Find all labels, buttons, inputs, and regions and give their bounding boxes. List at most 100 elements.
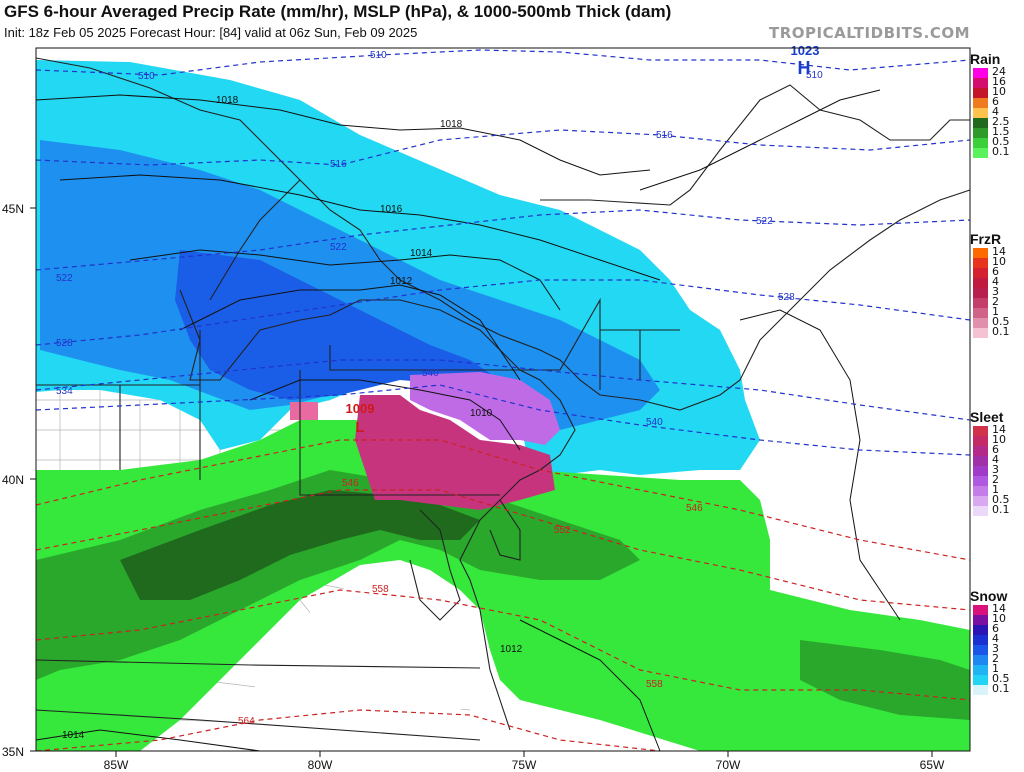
- legend-swatch: [973, 108, 988, 118]
- low-pressure-value: 1009: [346, 401, 375, 416]
- thickness-label: 522: [756, 216, 773, 227]
- legend-swatch: [973, 446, 988, 456]
- thickness-label: 540: [646, 417, 663, 428]
- legend-label: 24: [992, 65, 1006, 78]
- thickness-warm-lines: [35, 439, 971, 752]
- legend-swatch: [973, 645, 988, 655]
- legend-row: 0.5: [970, 315, 1024, 328]
- legend-label: 3: [992, 463, 999, 476]
- thickness-warm-labels: 546 546 552 558 558 564: [238, 478, 703, 727]
- freezing-rain-area: [355, 395, 555, 510]
- legend-swatch: [973, 685, 988, 695]
- legend-label: 14: [992, 423, 1006, 436]
- site-watermark: TROPICALTIDBITS.COM: [769, 24, 970, 42]
- legend-label: 16: [992, 75, 1006, 88]
- thickness-label: 546: [342, 478, 359, 489]
- legend-label: 0.1: [992, 682, 1010, 695]
- legend-label: 10: [992, 612, 1006, 625]
- legend-swatch: [973, 605, 988, 615]
- legend-swatch: [973, 258, 988, 268]
- sleet-area: [410, 372, 560, 445]
- legend-swatch: [973, 278, 988, 288]
- legend-label: 0.1: [992, 503, 1010, 516]
- legend-swatch: [973, 655, 988, 665]
- thickness-label: 534: [56, 386, 73, 397]
- legend-label: 0.5: [992, 493, 1010, 506]
- legend-label: 3: [992, 285, 999, 298]
- legend-title: Sleet: [970, 409, 1004, 425]
- isobar-label: 1012: [500, 644, 523, 655]
- legend-swatch: [973, 436, 988, 446]
- legend-snow: Snow 14 10 6 4 3 2 1 0.5 0.1: [970, 587, 1024, 695]
- thickness-label: 510: [370, 50, 387, 61]
- thickness-label: 540: [422, 368, 439, 379]
- legend-row: 10: [970, 256, 1024, 268]
- thickness-label: 558: [372, 584, 389, 595]
- legend-row: 0.1: [970, 146, 1024, 158]
- thickness-label: 528: [56, 338, 73, 349]
- legend-swatch: [973, 486, 988, 496]
- legend-label: 4: [992, 275, 999, 288]
- legend-swatch: [973, 68, 988, 78]
- legend-row: 14: [970, 423, 1024, 436]
- legend-row: 24: [970, 65, 1024, 78]
- lat-label-40n: 40N: [2, 473, 24, 487]
- thickness-label: 522: [330, 242, 347, 253]
- legend-row: 4: [970, 105, 1024, 118]
- legend-label: 6: [992, 265, 999, 278]
- legend-row: 4: [970, 454, 1024, 466]
- legend-row: 0.5: [970, 136, 1024, 148]
- legend-label: 2: [992, 652, 999, 665]
- legend-row: 2: [970, 296, 1024, 308]
- legend-row: 10: [970, 433, 1024, 446]
- lat-label-45n: 45N: [2, 202, 24, 216]
- legend-swatch: [973, 328, 988, 338]
- legend-swatch: [973, 456, 988, 466]
- legend-row: 6: [970, 623, 1024, 635]
- isobar-label: 1010: [470, 408, 493, 419]
- legend-row: 1: [970, 484, 1024, 496]
- map-frame: [35, 47, 971, 752]
- rain-area-dark: [120, 490, 480, 600]
- isobar-label: 1014: [62, 730, 85, 741]
- thickness-label: 558: [646, 679, 663, 690]
- legend-swatch: [973, 318, 988, 328]
- legend-swatch: [973, 248, 988, 258]
- legend-swatch: [973, 615, 988, 625]
- legend-row: 16: [970, 75, 1024, 88]
- legend-row: 0.1: [970, 503, 1024, 516]
- legend-swatch: [973, 98, 988, 108]
- legend-row: 3: [970, 463, 1024, 476]
- legend-row: 4: [970, 633, 1024, 645]
- legend-label: 4: [992, 105, 999, 118]
- legend-swatch: [973, 88, 988, 98]
- legend-label: 1: [992, 662, 999, 675]
- no-precip-area: [200, 570, 480, 751]
- thickness-label: 546: [686, 503, 703, 514]
- legend-swatch: [973, 466, 988, 476]
- lon-label-85w: 85W: [104, 758, 129, 772]
- legend-swatch: [973, 268, 988, 278]
- legend-label: 14: [992, 245, 1006, 258]
- legend-swatch: [973, 675, 988, 685]
- legend-row: 0.1: [970, 682, 1024, 695]
- legend-row: 1: [970, 305, 1024, 318]
- lon-label-75w: 75W: [512, 758, 537, 772]
- legend-label: 1: [992, 305, 999, 318]
- thickness-label: 510: [806, 70, 823, 81]
- isobar-label: 1014: [410, 248, 433, 259]
- thickness-cold-lines: [35, 49, 971, 456]
- thickness-label: 510: [138, 71, 155, 82]
- legend-swatch: [973, 625, 988, 635]
- legend-label: 2: [992, 473, 999, 486]
- legend-sleet: Sleet 14 10 6 4 3 2 1 0.5 0.1: [970, 408, 1024, 516]
- legend-row: 2.5: [970, 116, 1024, 128]
- lon-label-65w: 65W: [920, 758, 945, 772]
- legend-swatch: [973, 138, 988, 148]
- legend-row: 3: [970, 643, 1024, 655]
- legend-row: 1.5: [970, 126, 1024, 138]
- legend-row: 6: [970, 265, 1024, 278]
- legend-freezing-rain: FrzR 14 10 6 4 3 2 1 0.5 0.1: [970, 230, 1024, 338]
- legend-label: 0.5: [992, 315, 1010, 328]
- legend-label: 10: [992, 433, 1006, 446]
